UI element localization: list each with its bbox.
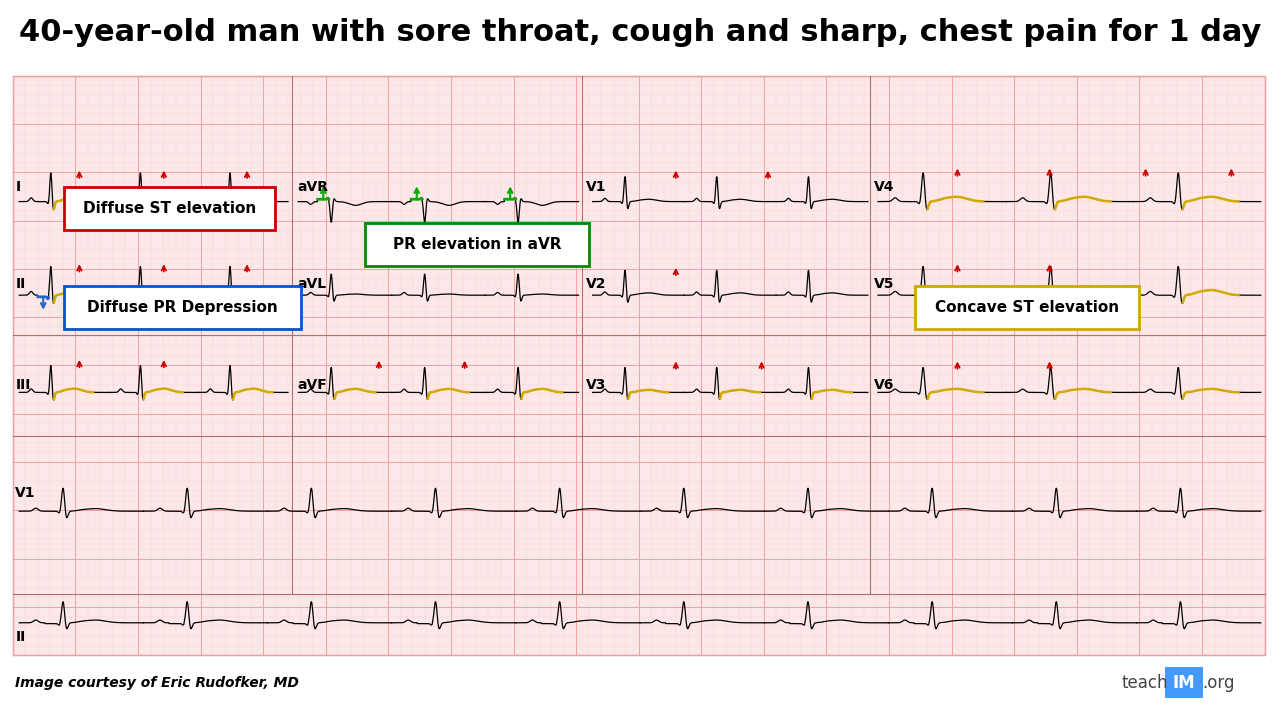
Text: Image courtesy of Eric Rudofker, MD: Image courtesy of Eric Rudofker, MD xyxy=(15,675,300,690)
Text: aVR: aVR xyxy=(297,180,328,194)
Text: aVF: aVF xyxy=(297,378,326,392)
Text: Concave ST elevation: Concave ST elevation xyxy=(936,300,1119,315)
Text: .org: .org xyxy=(1202,674,1234,691)
Text: V1: V1 xyxy=(15,486,36,500)
Text: V5: V5 xyxy=(874,277,895,292)
FancyBboxPatch shape xyxy=(915,286,1139,329)
Text: PR elevation in aVR: PR elevation in aVR xyxy=(393,238,561,252)
Text: II: II xyxy=(15,630,26,644)
Text: aVL: aVL xyxy=(297,277,326,292)
FancyBboxPatch shape xyxy=(64,187,275,230)
Text: teach: teach xyxy=(1121,674,1167,691)
Text: Diffuse ST elevation: Diffuse ST elevation xyxy=(83,202,256,216)
Text: III: III xyxy=(15,378,31,392)
Text: 40-year-old man with sore throat, cough and sharp, chest pain for 1 day: 40-year-old man with sore throat, cough … xyxy=(19,18,1261,47)
Bar xyxy=(13,76,1265,655)
FancyBboxPatch shape xyxy=(365,223,589,266)
Text: V3: V3 xyxy=(586,378,607,392)
Text: Diffuse PR Depression: Diffuse PR Depression xyxy=(87,300,278,315)
Text: V1: V1 xyxy=(586,180,607,194)
Text: V6: V6 xyxy=(874,378,895,392)
Text: II: II xyxy=(15,277,26,292)
Text: IM: IM xyxy=(1172,674,1196,691)
FancyBboxPatch shape xyxy=(64,286,301,329)
Text: V4: V4 xyxy=(874,180,895,194)
FancyBboxPatch shape xyxy=(1165,667,1203,698)
Text: I: I xyxy=(15,180,20,194)
Text: V2: V2 xyxy=(586,277,607,292)
